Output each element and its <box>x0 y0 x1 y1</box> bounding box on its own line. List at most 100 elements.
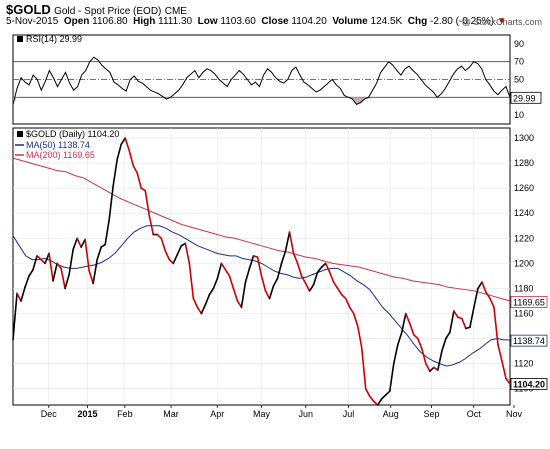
price-legend: $GOLD (Daily) 1104.20 <box>26 129 119 139</box>
price-tick-label: 1220 <box>514 233 534 243</box>
price-segment <box>288 231 295 255</box>
price-segment <box>340 293 347 300</box>
price-segment <box>296 262 303 277</box>
x-tick-label: Nov <box>506 409 523 419</box>
price-segment <box>48 252 54 282</box>
price-segment <box>304 282 311 292</box>
rsi-tick-label: 70 <box>514 57 524 67</box>
price-segment <box>388 362 395 393</box>
price-segment <box>256 256 263 277</box>
x-tick-label: 2015 <box>78 409 98 419</box>
price-segment <box>12 292 18 341</box>
price-segment <box>473 287 479 309</box>
price-segment <box>276 262 283 280</box>
price-segment <box>300 275 307 285</box>
price-segment <box>360 346 367 390</box>
price-segment <box>485 291 491 300</box>
price-panel: 1300128012601240122012001180116011401120… <box>12 127 548 406</box>
price-segment <box>20 286 26 302</box>
price-segment <box>264 290 271 300</box>
x-tick-label: Jul <box>343 409 355 419</box>
price-segment <box>116 143 123 161</box>
price-tick-label: 1160 <box>514 309 533 319</box>
price-segment <box>136 172 143 189</box>
price-segment <box>164 250 171 261</box>
rsi-tick-label: 90 <box>514 39 524 49</box>
price-segment <box>284 231 291 252</box>
price-segment <box>228 275 235 290</box>
price-segment <box>148 214 155 236</box>
price-segment <box>497 344 503 362</box>
price-tick-label: 1200 <box>514 258 534 268</box>
low-label: Low <box>197 16 218 27</box>
price-segment <box>316 266 323 273</box>
price-segment <box>404 312 411 325</box>
price-segment <box>132 164 139 174</box>
price-segment <box>56 262 62 270</box>
symbol: $GOLD <box>6 2 51 17</box>
rsi-tick-label: 50 <box>514 75 524 85</box>
price-segment <box>124 137 131 152</box>
volume-value: 124.5K <box>370 16 403 27</box>
close-label: Close <box>261 16 289 27</box>
price-segment <box>208 287 215 296</box>
price-segment <box>372 400 379 406</box>
price-segment <box>272 277 279 287</box>
price-segment <box>84 238 90 272</box>
price-segment <box>112 158 119 187</box>
x-tick-label: Apr <box>210 409 224 419</box>
chg-label: Chg <box>407 16 428 27</box>
price-legend-swatch <box>17 131 23 137</box>
price-segment <box>392 344 399 365</box>
price-segment <box>493 306 499 346</box>
ma200-legend: MA(200) 1169.65 <box>26 150 95 160</box>
price-segment <box>501 360 507 380</box>
price-segment <box>192 297 199 309</box>
x-tick-label: Feb <box>117 409 133 419</box>
price-segment <box>156 233 163 240</box>
price-segment <box>60 267 66 290</box>
price-segment <box>453 310 459 319</box>
close-value: 1104.20 <box>291 16 327 27</box>
price-segment <box>477 281 483 290</box>
ma50-value-label: 1138.74 <box>513 336 545 346</box>
x-tick-label: Jun <box>298 409 313 419</box>
price-segment <box>449 310 455 334</box>
price-segment <box>232 287 239 302</box>
price-segment <box>96 246 102 261</box>
price-segment <box>396 331 403 346</box>
price-segment <box>260 275 267 292</box>
price-segment <box>36 255 42 261</box>
price-segment <box>88 270 94 285</box>
price-segment <box>332 281 339 290</box>
description: Gold - Spot Price (EOD) <box>54 6 162 17</box>
price-segment <box>441 337 447 352</box>
price-segment <box>408 322 415 336</box>
price-segment <box>92 258 98 285</box>
rsi-tick-label: 10 <box>514 110 524 120</box>
price-segment <box>104 218 110 246</box>
ma200-line <box>12 157 511 302</box>
chart-title: $GOLD Gold - Spot Price (EOD) CME <box>6 2 187 17</box>
x-axis: Dec 2015 Feb Mar Apr May Jun Jul Aug Sep Oct Nov <box>41 405 523 419</box>
price-segment <box>248 255 255 270</box>
price-tick-label: 1240 <box>514 208 534 218</box>
price-segment <box>445 331 451 340</box>
high-label: High <box>133 16 156 27</box>
price-segment <box>188 262 195 300</box>
price-segment <box>417 337 423 350</box>
price-segment <box>308 283 315 292</box>
price-segment <box>64 273 70 290</box>
price-segment <box>328 271 335 283</box>
rsi-value-label: 29.99 <box>513 93 536 103</box>
price-segment <box>280 250 287 265</box>
price-segment <box>184 242 191 265</box>
price-segment <box>429 366 435 372</box>
rsi-value-box <box>510 91 542 104</box>
price-segment <box>368 395 375 403</box>
ma50-legend: MA(50) 1138.74 <box>26 140 90 150</box>
price-segment <box>240 281 247 309</box>
price-segment <box>437 350 443 371</box>
price-segment <box>224 268 231 277</box>
